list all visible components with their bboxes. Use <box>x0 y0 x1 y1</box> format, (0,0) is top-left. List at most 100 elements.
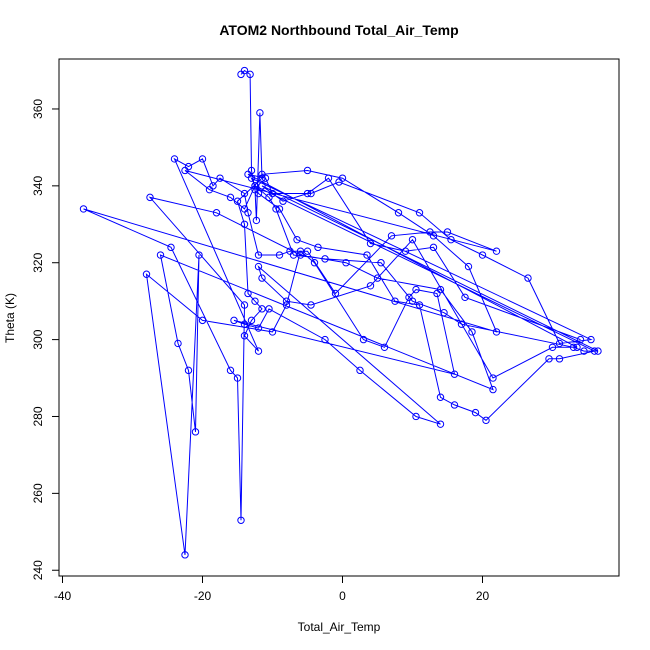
data-point <box>310 259 319 267</box>
data-point <box>342 259 350 267</box>
x-tick-label: 20 <box>476 589 490 603</box>
data-point <box>412 285 420 294</box>
data-point <box>254 189 263 198</box>
data-point <box>555 355 564 363</box>
data-point <box>492 328 501 336</box>
data-point <box>296 251 305 259</box>
data-point <box>415 209 424 217</box>
data-point <box>244 289 252 298</box>
data-point <box>184 366 193 375</box>
data-point <box>478 251 487 259</box>
data-point <box>212 209 221 217</box>
data-point <box>296 247 305 255</box>
data-point <box>233 197 242 205</box>
data-point <box>79 205 88 213</box>
data-point <box>198 155 207 163</box>
data-point <box>174 339 182 348</box>
data-point <box>293 235 301 244</box>
y-tick-label: 240 <box>31 560 45 580</box>
data-point <box>275 251 284 259</box>
data-point <box>464 262 473 271</box>
data-point <box>359 335 368 344</box>
data-point <box>251 182 259 190</box>
data-point <box>366 282 375 290</box>
data-point <box>401 247 410 255</box>
data-point <box>412 412 420 421</box>
data-point <box>230 316 238 325</box>
data-point <box>429 243 438 252</box>
data-point <box>436 420 445 428</box>
data-point <box>240 205 249 213</box>
data-point <box>146 193 154 202</box>
data-point <box>443 228 452 236</box>
y-tick-label: 280 <box>31 406 45 426</box>
x-axis: -40 -20 0 20 <box>54 575 490 603</box>
data-point <box>181 166 189 175</box>
data-point <box>356 366 364 375</box>
data-point <box>489 385 497 394</box>
data-point <box>289 251 298 259</box>
data-point <box>167 243 175 252</box>
data-point <box>254 324 263 332</box>
data-point <box>233 374 242 382</box>
data-point <box>265 193 273 202</box>
data-point <box>314 243 322 252</box>
data-point <box>408 297 417 305</box>
data-point <box>569 343 578 351</box>
x-tick-label: -20 <box>194 589 212 603</box>
y-tick-label: 260 <box>31 483 45 503</box>
data-point <box>408 235 417 244</box>
data-point <box>282 297 291 305</box>
data-point <box>240 320 249 328</box>
data-point <box>594 347 602 355</box>
data-point <box>457 320 466 328</box>
data-point <box>440 308 448 317</box>
data-point <box>482 416 490 425</box>
data-point <box>366 239 375 248</box>
data-point <box>545 355 553 363</box>
data-point <box>436 393 445 401</box>
data-point <box>247 174 256 182</box>
data-point <box>363 251 371 259</box>
data-point <box>573 343 581 351</box>
data-point <box>394 209 403 217</box>
data-point <box>252 216 261 225</box>
data-point <box>258 174 266 182</box>
data-point <box>195 251 203 259</box>
data-point <box>226 366 235 375</box>
data-point <box>237 516 245 524</box>
data-point <box>555 339 564 348</box>
data-point <box>272 205 280 213</box>
y-tick-label: 320 <box>31 252 45 272</box>
data-point <box>450 370 459 378</box>
data-point <box>335 178 343 186</box>
x-tick-label: -40 <box>54 589 72 603</box>
data-point <box>524 274 532 282</box>
data-point <box>191 428 200 436</box>
data-point <box>450 401 459 409</box>
y-axis: 240 260 280 300 320 340 360 <box>31 99 60 580</box>
data-point <box>492 247 501 255</box>
y-axis-label: Theta (K) <box>3 293 17 343</box>
data-point <box>387 232 396 240</box>
data-point <box>240 332 249 340</box>
data-point <box>303 247 312 255</box>
data-point <box>489 374 497 382</box>
data-point <box>226 193 235 202</box>
data-point <box>391 297 399 305</box>
data-point <box>433 289 441 298</box>
data-point <box>251 297 259 305</box>
data-point <box>548 343 557 351</box>
data-point <box>447 235 455 244</box>
data-point <box>303 166 312 175</box>
data-point <box>303 189 312 198</box>
data-point <box>254 251 263 259</box>
data-point <box>468 328 476 336</box>
series-lines <box>83 69 599 555</box>
data-point <box>580 347 588 355</box>
data-point <box>331 289 340 298</box>
x-axis-label: Total_Air_Temp <box>298 620 381 634</box>
data-point <box>170 155 179 163</box>
data-point <box>377 259 385 267</box>
